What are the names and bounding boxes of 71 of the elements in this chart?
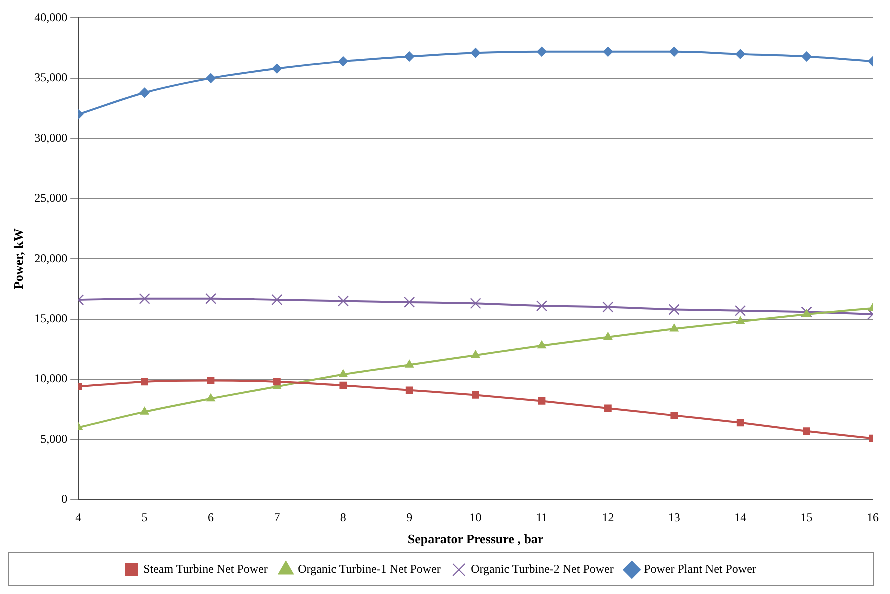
point — [470, 48, 481, 58]
y-tick-label: 5,000 — [40, 432, 68, 446]
y-tick-label: 40,000 — [34, 10, 68, 24]
y-tick-label: 35,000 — [34, 70, 68, 85]
point — [802, 310, 812, 318]
legend-label: Organic Turbine-2 Net Power — [471, 562, 614, 576]
point — [736, 316, 745, 324]
point — [206, 394, 216, 402]
point — [205, 293, 217, 304]
point — [404, 296, 416, 308]
point — [404, 52, 415, 62]
point — [140, 407, 150, 415]
y-tick-label: 0 — [62, 492, 68, 506]
point — [338, 296, 349, 307]
point — [735, 305, 746, 316]
x-tick-label: 7 — [274, 510, 280, 524]
x-tick-label: 14 — [734, 510, 747, 524]
y-tick-label: 30,000 — [34, 130, 68, 145]
x-tick-label: 8 — [340, 510, 346, 524]
point — [670, 412, 678, 420]
y-tick-label: 10,000 — [34, 372, 68, 386]
point — [736, 49, 746, 60]
x-tick-label: 9 — [406, 510, 413, 524]
point — [538, 398, 546, 405]
point — [340, 382, 348, 390]
x-tick-label: 5 — [142, 510, 148, 524]
point — [472, 392, 480, 399]
point — [471, 350, 480, 358]
point — [405, 360, 414, 368]
point — [207, 377, 215, 384]
x-tick-label: 4 — [76, 510, 82, 524]
x-tick-label: 10 — [470, 510, 482, 524]
point — [470, 298, 482, 310]
point — [802, 52, 812, 62]
x-axis-title: Separator Pressure , bar — [408, 532, 544, 547]
point — [670, 324, 679, 332]
y-tick-label: 20,000 — [34, 251, 68, 266]
y-tick-label: 15,000 — [34, 311, 68, 326]
point — [803, 428, 810, 436]
point — [602, 302, 614, 313]
point — [338, 56, 348, 67]
point — [141, 378, 148, 386]
point — [537, 46, 547, 57]
point — [604, 404, 612, 412]
point — [140, 88, 150, 98]
point — [536, 300, 548, 312]
y-axis-title: Power, kW — [11, 228, 26, 290]
x-tick-label: 15 — [800, 510, 813, 524]
point — [603, 46, 614, 57]
legend-label: Organic Turbine-1 Net Power — [298, 562, 441, 576]
legend-label: Power Plant Net Power — [644, 562, 756, 576]
point — [206, 73, 216, 84]
x-tick-label: 13 — [668, 510, 680, 524]
point — [538, 340, 546, 349]
legend-label: Steam Turbine Net Power — [144, 562, 268, 576]
x-tick-label: 16 — [867, 510, 879, 524]
point — [139, 293, 150, 304]
y-tick-label: 25,000 — [34, 191, 68, 206]
x-tick-label: 6 — [208, 510, 214, 524]
point — [339, 370, 348, 378]
point — [274, 378, 281, 386]
point — [668, 304, 680, 316]
point — [801, 306, 812, 318]
point — [272, 294, 283, 306]
x-tick-label: 12 — [602, 510, 614, 524]
point — [669, 46, 680, 57]
point — [604, 332, 613, 340]
point — [272, 64, 282, 74]
point — [406, 386, 414, 394]
point — [736, 419, 744, 427]
x-tick-label: 11 — [536, 510, 548, 524]
